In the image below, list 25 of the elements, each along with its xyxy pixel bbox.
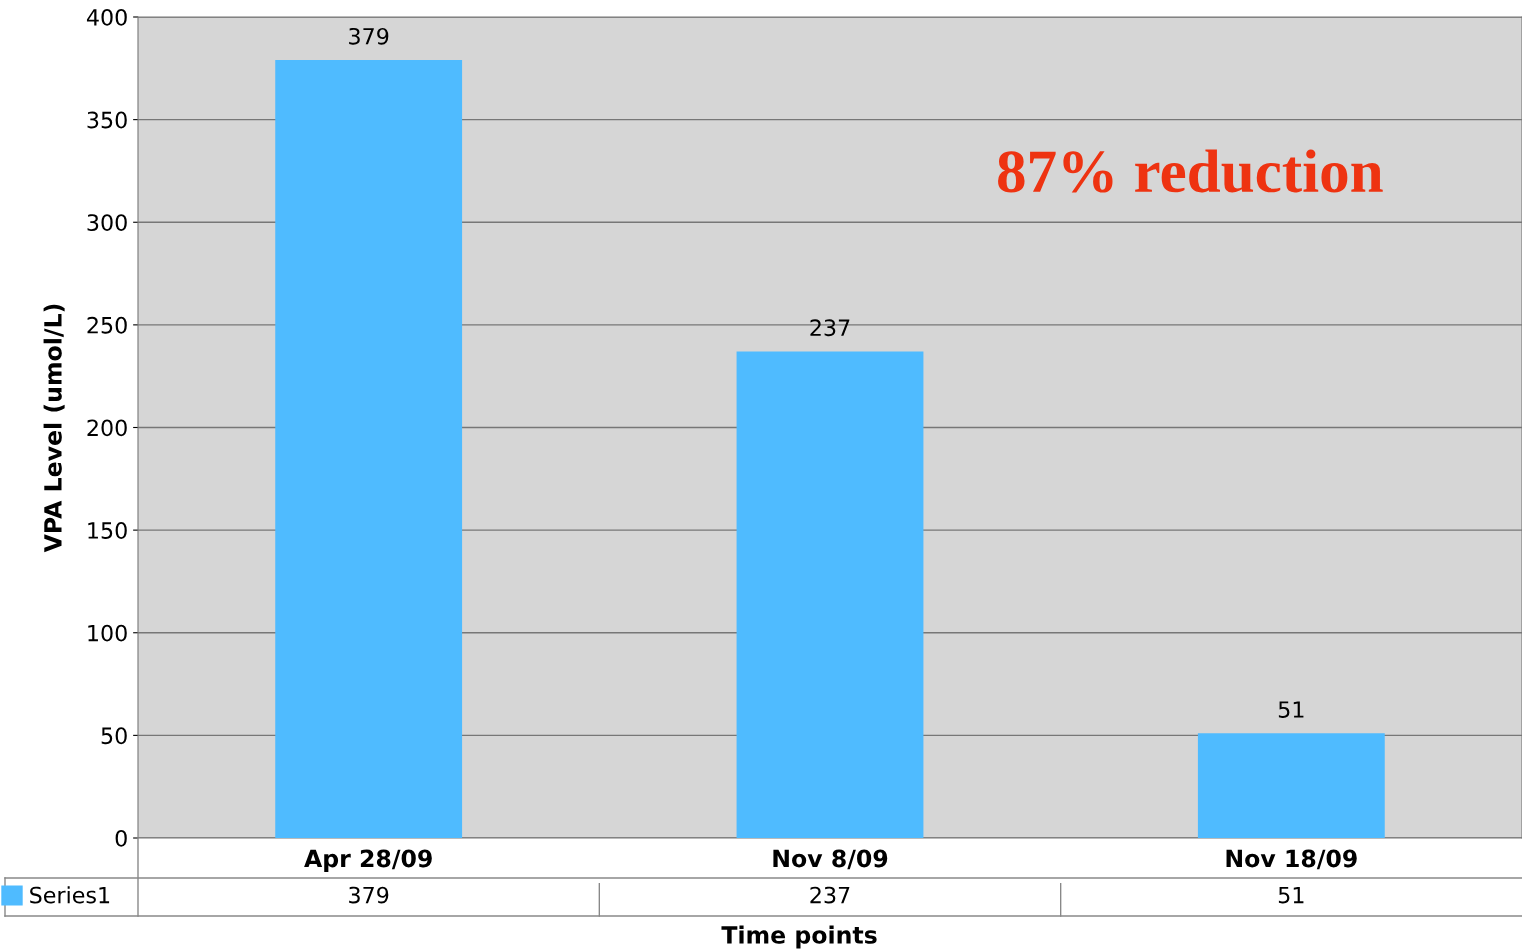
y-tick-label: 50 (101, 727, 127, 745)
data-label: 379 (349, 27, 389, 45)
data-label: 237 (810, 319, 850, 337)
y-tick-label: 350 (87, 111, 127, 129)
y-tick-label: 400 (86, 8, 127, 26)
legend-label: Series1 (30, 886, 110, 904)
x-axis-title: Time points (721, 925, 877, 949)
y-axis-title: VPA Level (umol/L) (43, 304, 65, 553)
x-tick-label: Nov 8/09 (773, 849, 888, 870)
text: 379 (349, 886, 389, 904)
x-tick-label: Nov 18/09 (1226, 849, 1357, 870)
annotation: 87% reduction (998, 149, 1383, 193)
text: 51 (1278, 886, 1304, 904)
y-tick-label: 150 (88, 522, 127, 539)
bar (275, 60, 463, 838)
y-tick-label: 200 (87, 419, 127, 437)
bar (736, 351, 924, 838)
x-tick-label: Apr 28/09 (304, 849, 432, 872)
y-tick-label: 300 (87, 214, 127, 232)
y-tick-label: 0 (115, 829, 127, 847)
y-tick-label: 250 (87, 316, 127, 334)
data-label: 51 (1278, 701, 1304, 718)
text: 237 (810, 886, 850, 904)
y-tick-label: 100 (88, 624, 127, 642)
bar (1197, 733, 1385, 838)
